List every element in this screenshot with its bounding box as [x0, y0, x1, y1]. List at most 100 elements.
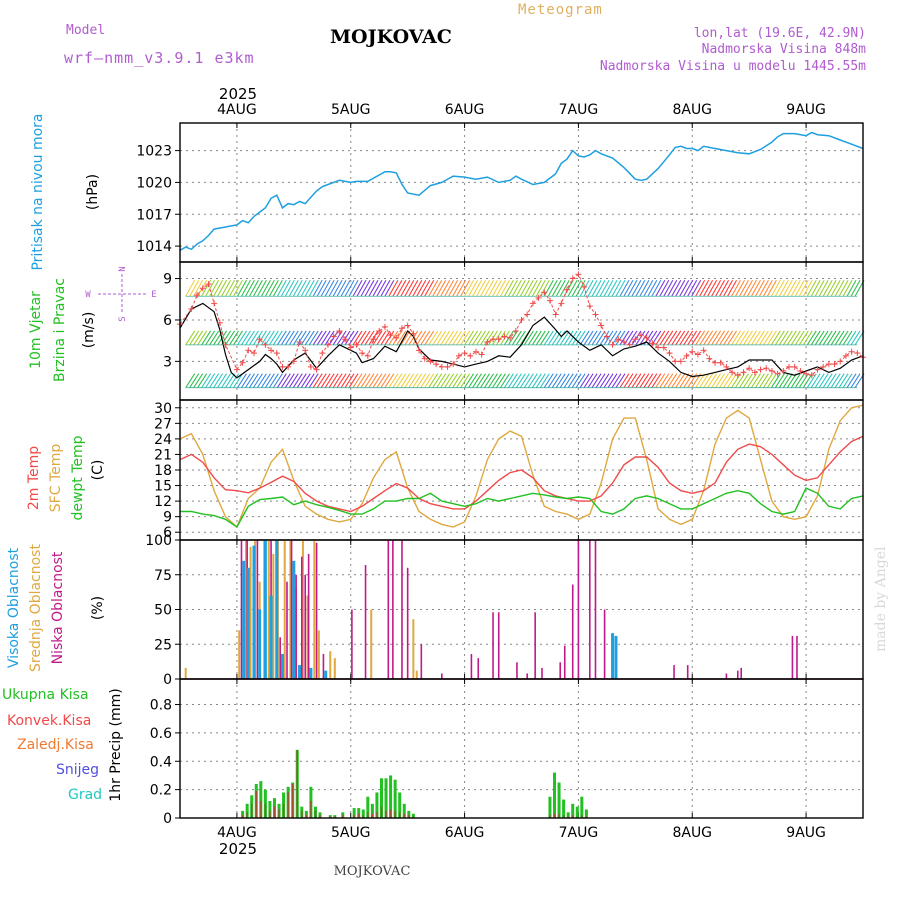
- wind-barb: [491, 279, 502, 297]
- wind-barb: [758, 279, 769, 297]
- wind-barb: [432, 279, 443, 297]
- wind-barb: [296, 373, 307, 388]
- wind-barb: [551, 279, 562, 297]
- wind-barb: [814, 330, 825, 346]
- low-cloud-bar: [577, 540, 580, 679]
- wind-barb: [635, 373, 646, 388]
- low-cloud-bar: [295, 574, 297, 679]
- wind-gust-marker: [467, 352, 474, 359]
- wind-barb: [412, 330, 423, 346]
- wind-barb: [308, 279, 319, 297]
- wind-barb: [571, 373, 582, 388]
- wind-barb: [237, 330, 247, 346]
- wind-gust-marker: [188, 305, 195, 312]
- wind-gust-marker: [222, 341, 229, 348]
- wind-gust-marker: [353, 341, 360, 348]
- wind-barb: [758, 330, 769, 346]
- wind-gust-marker: [433, 361, 440, 368]
- wind-gust-marker: [279, 363, 286, 370]
- wind-barb: [567, 279, 578, 297]
- total-precip-bar: [375, 792, 379, 818]
- dewpoint-line: [180, 487, 864, 529]
- wind-barb: [643, 279, 654, 297]
- wind-gust-marker: [359, 350, 366, 357]
- mid-cloud-bar: [283, 540, 286, 679]
- wind-barb: [380, 330, 391, 346]
- high-cloud-bar: [309, 667, 313, 679]
- compass-north: N: [118, 266, 128, 271]
- wind-barb: [420, 373, 431, 388]
- wind-barb: [304, 279, 315, 297]
- day-label-bottom: 5AUG: [331, 825, 371, 841]
- wind-barb: [440, 330, 451, 346]
- y-tick-label: 1020: [136, 175, 172, 191]
- wind-gust-marker: [233, 366, 240, 373]
- wind-barb: [754, 330, 765, 346]
- wind-barb: [189, 279, 200, 297]
- y-tick-label: 0: [163, 672, 172, 688]
- precip-legend: Ukupna Kisa Konvek.Kisa Zaledj.Kisa Snijeg G…: [2, 687, 102, 803]
- conv-precip-bar: [251, 803, 253, 818]
- wind-barb: [292, 373, 303, 388]
- y-tick-label: 75: [154, 568, 172, 584]
- wind-barb: [746, 279, 757, 297]
- wind-gust-marker: [854, 350, 861, 357]
- mid-cloud-bar: [313, 540, 316, 679]
- wind-barb: [619, 279, 630, 297]
- wind-gust-marker: [364, 352, 371, 359]
- temperature-ylabel: 2m Temp SFC Temp dewpt Temp (C): [26, 435, 106, 520]
- year-bottom: 2025: [219, 840, 257, 858]
- mid-cloud-bar: [415, 670, 418, 679]
- wind-barb: [515, 279, 526, 297]
- high-cloud-bar: [324, 670, 328, 679]
- wind-barb: [846, 373, 857, 388]
- wind-barb: [583, 330, 594, 346]
- wind-barb: [770, 279, 781, 297]
- mid-cloud-bar: [301, 540, 304, 679]
- wind-barb: [691, 279, 702, 297]
- wind-axis-title: 10m Vjetar: [28, 291, 44, 369]
- mid-cloud-bar: [272, 553, 275, 679]
- wind-barb: [456, 373, 467, 388]
- wind-barb: [217, 373, 228, 388]
- conv-precip-bar: [362, 815, 364, 818]
- wind-gust-marker: [734, 372, 741, 379]
- wind-barb: [695, 330, 706, 346]
- coords-label: lon,lat (19.6E, 42.9N): [694, 26, 866, 41]
- wind-barb: [356, 330, 367, 346]
- year-top: 2025: [219, 85, 257, 103]
- wind-barb: [229, 373, 239, 388]
- low-cloud-bar: [673, 665, 675, 679]
- wind-gust-marker: [319, 350, 326, 357]
- wind-barb: [599, 330, 610, 346]
- wind-barb: [539, 279, 550, 297]
- high-cloud-bar: [246, 567, 250, 679]
- wind-barb: [316, 373, 327, 388]
- wind-barb: [452, 330, 463, 346]
- wind-barb: [268, 330, 279, 346]
- wind-barb: [814, 373, 825, 388]
- wind-barb: [810, 330, 821, 346]
- wind-barb: [380, 279, 391, 297]
- wind-barb: [288, 373, 299, 388]
- wind-barb: [300, 330, 311, 346]
- wind-barb: [838, 279, 849, 297]
- mid-cloud-bar: [306, 595, 309, 679]
- wind-gust-marker: [751, 369, 758, 376]
- wind-barb: [300, 373, 311, 388]
- wind-barb: [575, 279, 586, 297]
- wind-barb: [284, 330, 295, 346]
- wind-gust-marker: [712, 359, 719, 366]
- wind-barb: [515, 373, 526, 388]
- wind-barb: [237, 373, 247, 388]
- wind-gust-marker: [598, 322, 605, 329]
- high-cloud-bar: [269, 595, 273, 679]
- wind-barb: [794, 373, 805, 388]
- conv-precip-bar: [319, 815, 321, 818]
- day-labels-bottom: 4AUG 5AUG 6AUG 7AUG 8AUG 9AUG: [217, 825, 826, 841]
- wind-barb: [707, 330, 718, 346]
- mid-cloud-bar: [370, 609, 373, 679]
- wind-barb: [846, 279, 857, 297]
- wind-barb: [651, 330, 662, 346]
